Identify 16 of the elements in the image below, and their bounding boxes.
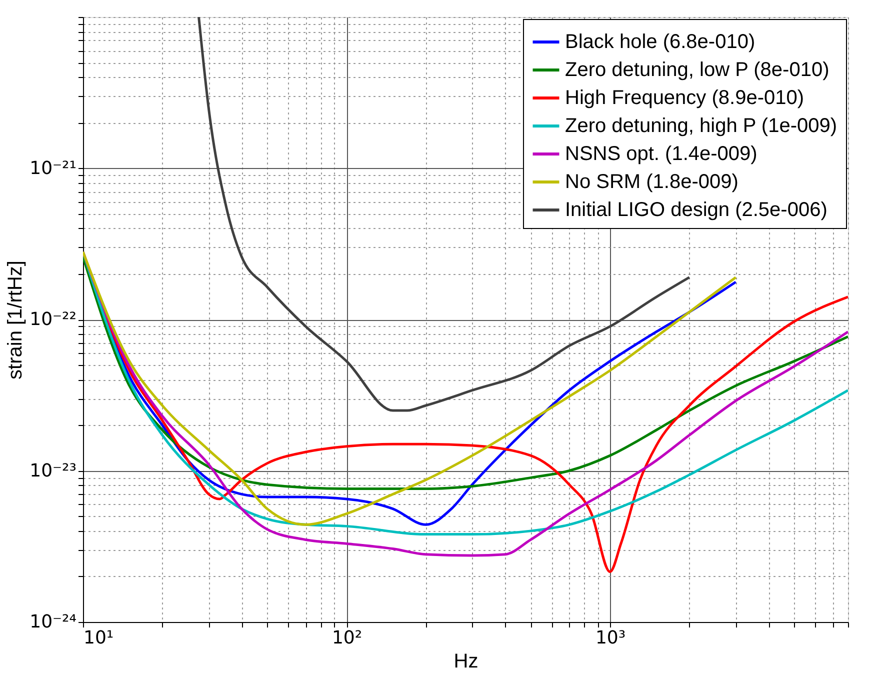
legend-label: NSNS opt. (1.4e-009): [565, 143, 758, 165]
legend-label: Zero detuning, high P (1e-009): [565, 115, 838, 137]
x-tick-label: 10²: [332, 628, 362, 648]
legend-label: Initial LIGO design (2.5e-006): [565, 199, 828, 221]
y-tick-label: 10⁻²⁴: [30, 612, 76, 632]
y-tick-label: 10⁻²¹: [30, 158, 76, 179]
x-tick-label: 10¹: [84, 628, 114, 648]
legend-label: Black hole (6.8e-010): [565, 31, 756, 53]
legend-label: Zero detuning, low P (8e-010): [565, 59, 830, 81]
y-tick-label: 10⁻²²: [30, 309, 76, 330]
x-axis-title: Hz: [454, 650, 478, 672]
legend-label: High Frequency (8.9e-010): [565, 87, 804, 109]
legend-label: No SRM (1.8e-009): [565, 171, 738, 193]
y-axis-title: strain [1/rtHz]: [4, 260, 27, 380]
x-tick-label: 10³: [595, 628, 626, 648]
y-tick-label: 10⁻²³: [30, 460, 76, 482]
